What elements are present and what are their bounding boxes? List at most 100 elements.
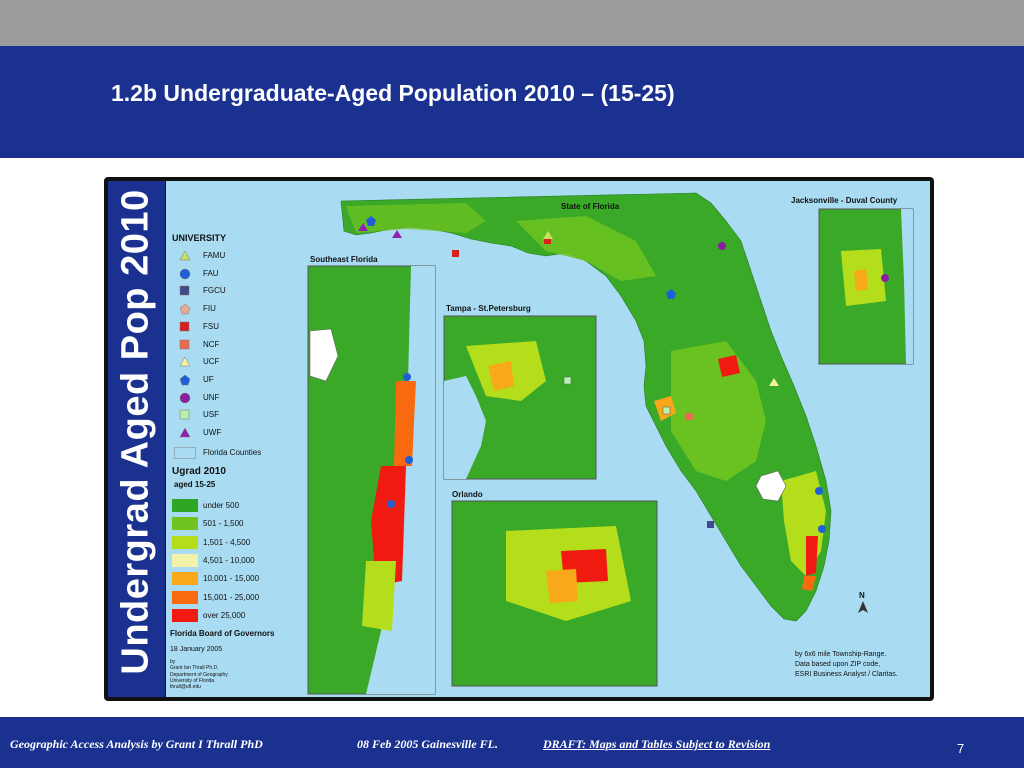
map-graphic (307, 192, 914, 695)
inset-southeast-orange (394, 381, 416, 466)
legend-counties-swatch (174, 447, 196, 459)
legend-fiu-label: FIU (203, 304, 216, 314)
marker-fsu (452, 250, 459, 257)
marker-fsu-2 (544, 237, 551, 244)
urban-red-gainesville (718, 355, 740, 377)
legend-ucf-symbol-icon (179, 356, 191, 367)
legend-famu-symbol-icon (179, 250, 191, 261)
vertical-title-panel (108, 181, 165, 697)
legend-class-label: over 25,000 (203, 610, 246, 620)
inset-southeast-red (371, 466, 406, 586)
north-patch (516, 216, 656, 281)
legend-ugrad-title: Ugrad 2010 (172, 466, 226, 477)
lake-okeechobee (755, 470, 787, 502)
marker-ncf (686, 413, 693, 420)
marker-uwf-2 (392, 230, 402, 238)
marker-fau-inset-2 (405, 456, 413, 464)
legend-class-swatch (172, 590, 198, 604)
legend-class-label: under 500 (203, 501, 240, 510)
footer-author: Geographic Access Analysis by Grant I Th… (10, 737, 263, 751)
marker-fau-2 (818, 525, 826, 533)
legend-class-label: 4,501 - 10,000 (203, 555, 255, 565)
slide-title: 1.2b Undergraduate-Aged Population 2010 … (111, 80, 675, 106)
marker-fau-1 (815, 487, 823, 495)
legend-uwf-label: UWF (203, 428, 222, 437)
marker-unf-inset (881, 274, 889, 282)
florida-landmass (340, 192, 832, 622)
legend-fgcu-label: FGCU (203, 286, 226, 296)
legend-ucf-label: UCF (203, 357, 220, 367)
inset-label-jacksonville: Jacksonville - Duval County (791, 196, 898, 205)
inset-southeast-light (362, 561, 396, 631)
vertical-title: Undergrad Aged Pop 2010 (114, 189, 157, 675)
credit-line: University of Florida (170, 677, 215, 684)
legend-fgcu-symbol-icon (179, 286, 190, 296)
panhandle-light (346, 203, 486, 233)
legend-class-label: 1,501 - 4,500 (203, 537, 251, 547)
urban-orange-south (802, 576, 816, 591)
marker-famu (543, 231, 553, 239)
marker-fgcu (707, 521, 714, 528)
north-arrow-icon (858, 601, 868, 613)
legend-fau-label: FAU (203, 268, 219, 278)
urban-red-south (806, 536, 818, 576)
legend-uf-symbol-icon (179, 374, 191, 386)
footer-date-place: 08 Feb 2005 Gainesville FL. (357, 737, 498, 751)
credit-line: Grant Ian Thrall Ph.D. (170, 665, 219, 672)
marker-uwf (358, 223, 368, 231)
north-label: N (859, 591, 865, 600)
legend-fsu-symbol-icon (179, 321, 190, 332)
legend-class-label: 501 - 1,500 (203, 519, 244, 529)
source-line: ESRI Business Analyst / Claritas. (795, 671, 898, 678)
legend-unf-label: UNF (203, 392, 220, 402)
credit-line: thrall@ufl.edu (170, 684, 201, 691)
inset-jacksonville-water (901, 209, 913, 364)
source-line: Data based upon ZIP code, (795, 661, 881, 668)
footer-draft-link[interactable]: DRAFT: Maps and Tables Subject to Revisi… (543, 737, 771, 751)
inset-southeast-water (366, 266, 435, 694)
main-map-label: State of Florida (561, 202, 620, 211)
legend-ncf-symbol-icon (179, 339, 190, 349)
legend-class-swatch (172, 517, 198, 531)
legend-usf-label: USF (203, 410, 219, 420)
source-line: by 6x6 mile Township-Range. (795, 651, 887, 658)
top-gray-bar (0, 0, 1024, 46)
legend-university-title: UNIVERSITY (172, 233, 227, 243)
inset-jacksonville-orange (854, 269, 868, 291)
legend-ncf-label: NCF (203, 339, 220, 349)
title-band (0, 46, 1024, 158)
legend-fiu-symbol-icon (179, 303, 191, 315)
legend-class-swatch (172, 553, 198, 567)
legend-ugrad-subtitle: aged 15-25 (174, 480, 216, 489)
legend-usf-symbol-icon (179, 410, 190, 420)
legend-class-swatch (172, 608, 198, 622)
marker-fau-inset (403, 373, 411, 381)
legend-fsu-label: FSU (203, 321, 219, 331)
credit-line: Department of Geography (170, 671, 228, 678)
marker-ucf (769, 378, 779, 386)
marker-fau-inset-3 (387, 500, 395, 508)
inset-southeast-lake (309, 328, 339, 382)
legend-class-swatch (172, 535, 198, 549)
page-number: 7 (957, 741, 965, 756)
legend-board: Florida Board of Governors (170, 629, 275, 638)
credit-line: by (170, 659, 176, 665)
marker-unf (718, 242, 726, 250)
legend-date: 18 January 2005 (170, 646, 223, 653)
marker-usf (662, 406, 671, 415)
legend-uwf-symbol-icon (179, 427, 191, 438)
inset-tampa-orange (488, 361, 514, 391)
marker-usf-inset (563, 376, 572, 385)
legend-class-label: 10,001 - 15,000 (203, 574, 260, 584)
legend-famu-label: FAMU (203, 251, 226, 260)
footer-band (0, 717, 1024, 768)
legend-counties-label: Florida Counties (203, 448, 262, 457)
legend-fau-symbol-icon (179, 268, 191, 279)
central-density-patch (671, 341, 766, 481)
florida-map: State of Florida Southeast Florida Tampa… (166, 181, 930, 697)
inset-label-tampa: Tampa - St.Petersburg (446, 304, 531, 313)
inset-orlando-orange (546, 569, 578, 603)
legend-class-swatch (172, 499, 198, 512)
legend-class-label: 15,001 - 25,000 (203, 592, 260, 602)
inset-label-southeast: Southeast Florida (310, 255, 378, 264)
